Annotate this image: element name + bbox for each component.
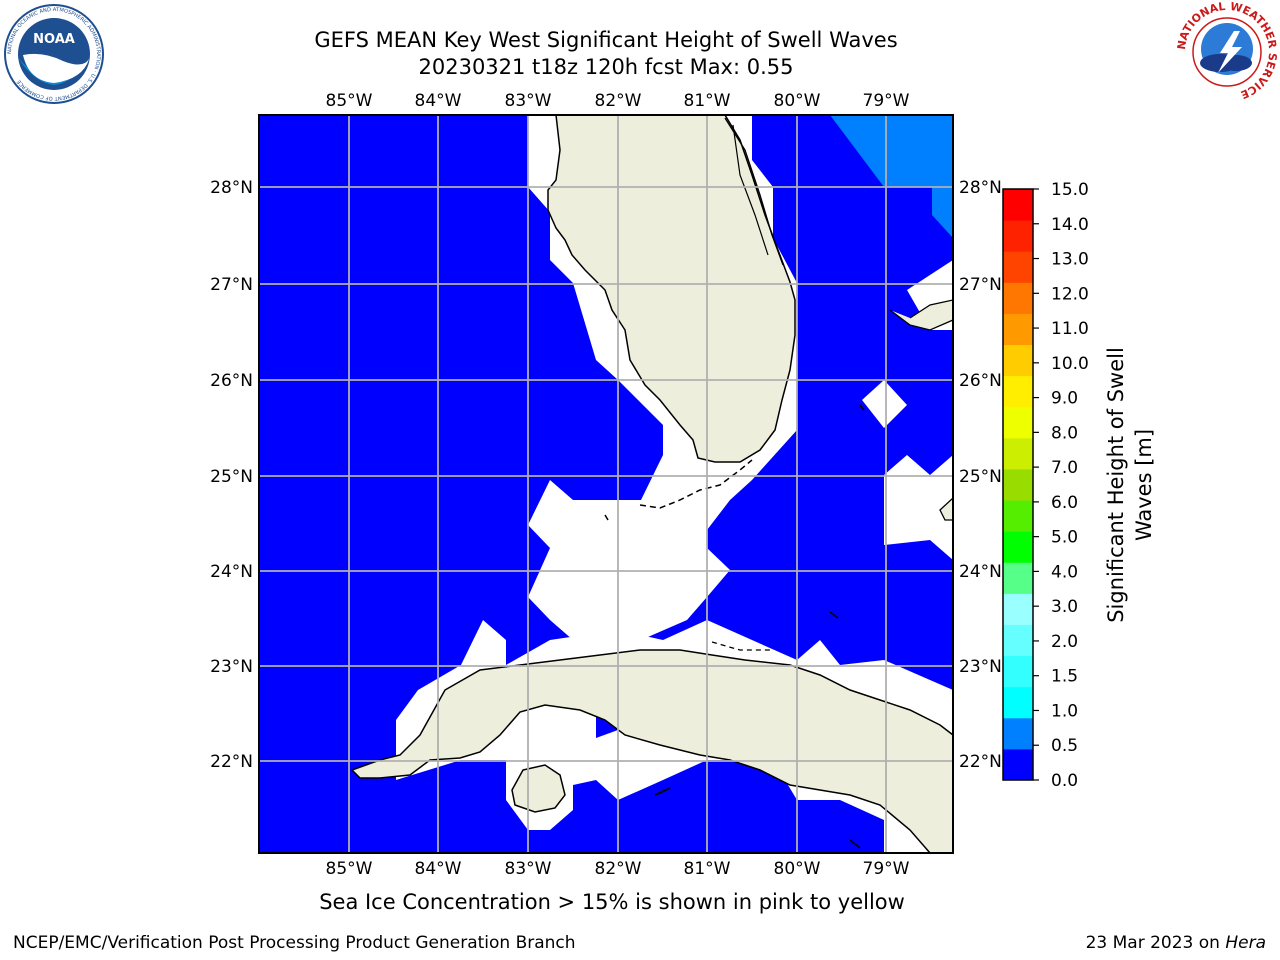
noaa-logo: NOAA NATIONAL OCEANIC AND ATMOSPHERIC AD… <box>4 4 104 104</box>
lon-label: 79°W <box>863 91 910 111</box>
colorbar-segment <box>1003 313 1033 346</box>
colorbar-segment <box>1003 406 1033 439</box>
colorbar-segment <box>1003 282 1033 314</box>
lon-label: 84°W <box>415 91 462 111</box>
lon-labels-bottom: 85°W 84°W 83°W 82°W 81°W 80°W 79°W <box>326 859 910 879</box>
lon-label: 81°W <box>684 859 731 879</box>
colorbar-tick-label: 4.0 <box>1051 562 1078 582</box>
colorbar-segment <box>1003 251 1033 283</box>
colorbar-segment <box>1003 748 1033 781</box>
lon-label: 85°W <box>326 859 373 879</box>
colorbar-tick-label: 2.0 <box>1051 632 1078 652</box>
lon-label: 80°W <box>774 859 821 879</box>
colorbar-segment <box>1003 655 1033 688</box>
colorbar-segment <box>1003 500 1033 532</box>
colorbar-segment <box>1003 375 1033 408</box>
lon-label: 82°W <box>595 859 642 879</box>
colorbar <box>1002 188 1034 781</box>
footer-host: Hera <box>1225 933 1266 953</box>
nws-logo: NATIONAL WEATHER SERVICE <box>1176 1 1278 101</box>
lat-labels-right: 28°N 27°N 26°N 25°N 24°N 23°N 22°N <box>959 178 1002 772</box>
colorbar-tick-label: 0.0 <box>1051 771 1078 791</box>
colorbar-segment <box>1003 220 1033 252</box>
colorbar-label-line2: Waves [m] <box>1132 429 1156 541</box>
colorbar-tick-label: 5.0 <box>1051 528 1078 548</box>
colorbar-segment <box>1003 344 1033 377</box>
colorbar-segment <box>1003 531 1033 563</box>
colorbar-segment <box>1003 686 1033 719</box>
noaa-logo-text: NOAA <box>33 32 75 47</box>
land-isla-juventud <box>511 764 566 813</box>
colorbar-tick-label: 8.0 <box>1051 423 1078 443</box>
footer-date-text: 23 Mar 2023 on <box>1085 933 1226 953</box>
colorbar-tick-label: 1.5 <box>1051 667 1078 687</box>
lon-label: 83°W <box>505 91 552 111</box>
lat-label: 22°N <box>959 752 1002 772</box>
sea-ice-note: Sea Ice Concentration > 15% is shown in … <box>319 890 905 914</box>
colorbar-ticks: 0.0 0.5 1.0 1.5 2.0 3.0 4.0 5.0 6.0 7.0 8.0 9.0 10.0… <box>1033 180 1089 791</box>
land-florida <box>547 115 796 463</box>
colorbar-segment <box>1003 562 1033 594</box>
nodata-bahamas-2 <box>884 455 953 560</box>
colorbar-tick-label: 15.0 <box>1051 180 1089 200</box>
lat-label: 25°N <box>959 467 1002 487</box>
land-cuba <box>350 649 953 853</box>
colorbar-segment <box>1003 717 1033 750</box>
florida-keys <box>639 459 753 509</box>
colorbar-tick-label: 10.0 <box>1051 354 1089 374</box>
colorbar-tick-label: 1.0 <box>1051 701 1078 721</box>
colorbar-segment <box>1003 468 1033 501</box>
lat-label: 27°N <box>210 275 253 295</box>
colorbar-tick-label: 7.0 <box>1051 458 1078 478</box>
lon-label: 83°W <box>505 859 552 879</box>
land-bahamas <box>889 299 953 331</box>
lon-label: 80°W <box>774 91 821 111</box>
graticule <box>259 115 953 853</box>
colorbar-segment <box>1003 189 1033 221</box>
lat-label: 26°N <box>210 371 253 391</box>
map-title: GEFS MEAN Key West Significant Height of… <box>314 28 898 52</box>
colorbar-tick-label: 11.0 <box>1051 319 1089 339</box>
swell-field-mid <box>830 115 953 238</box>
colorbar-label-line1: Significant Height of Swell <box>1104 347 1128 623</box>
map-plot-area <box>259 115 953 853</box>
lat-label: 26°N <box>959 371 1002 391</box>
colorbar-tick-label: 6.0 <box>1051 493 1078 513</box>
nodata-bahamas-1 <box>862 380 907 428</box>
colorbar-frame <box>1002 188 1034 781</box>
lat-label: 22°N <box>210 752 253 772</box>
lat-label: 25°N <box>210 467 253 487</box>
lat-label: 28°N <box>210 178 253 198</box>
lon-label: 84°W <box>415 859 462 879</box>
lat-labels-left: 28°N 27°N 26°N 25°N 24°N 23°N 22°N <box>210 178 253 772</box>
lon-label: 85°W <box>326 91 373 111</box>
colorbar-label: Significant Height of Swell Waves [m] <box>1104 347 1156 623</box>
footer-date: 23 Mar 2023 on Hera <box>1086 933 1266 953</box>
lat-label: 24°N <box>210 562 253 582</box>
lat-label: 27°N <box>959 275 1002 295</box>
lon-labels-top: 85°W 84°W 83°W 82°W 81°W 80°W 79°W <box>326 91 910 111</box>
lat-label: 24°N <box>959 562 1002 582</box>
lon-label: 82°W <box>595 91 642 111</box>
colorbar-tick-label: 13.0 <box>1051 250 1089 270</box>
colorbar-tick-label: 3.0 <box>1051 597 1078 617</box>
colorbar-tick-label: 12.0 <box>1051 284 1089 304</box>
map-subtitle: 20230321 t18z 120h fcst Max: 0.55 <box>418 55 794 79</box>
colorbar-tick-label: 14.0 <box>1051 215 1089 235</box>
colorbar-tick-label: 9.0 <box>1051 389 1078 409</box>
colorbar-segment <box>1003 624 1033 657</box>
lat-label: 23°N <box>210 657 253 677</box>
map-frame <box>258 114 954 854</box>
lat-label: 28°N <box>959 178 1002 198</box>
colorbar-tick-label: 0.5 <box>1051 736 1078 756</box>
lon-label: 81°W <box>684 91 731 111</box>
footer-credit: NCEP/EMC/Verification Post Processing Pr… <box>13 933 576 953</box>
lat-label: 23°N <box>959 657 1002 677</box>
lon-label: 79°W <box>863 859 910 879</box>
colorbar-segment <box>1003 437 1033 470</box>
colorbar-segment <box>1003 593 1033 625</box>
